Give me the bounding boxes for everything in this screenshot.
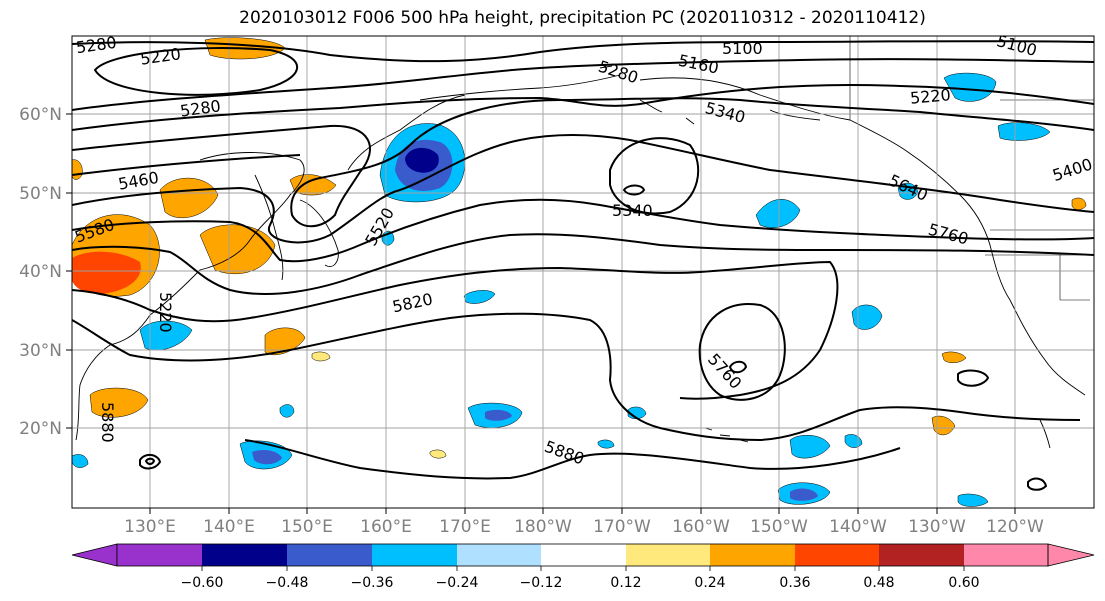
- lat-label: 30°N: [19, 341, 62, 361]
- colorbar-swatch: [202, 544, 287, 566]
- precip-neg-patch: [279, 404, 295, 418]
- lat-label: 50°N: [19, 184, 62, 204]
- contour-label: 5220: [909, 85, 951, 107]
- precip-pos-patch: [159, 177, 219, 219]
- precip-neg-patch: [72, 454, 89, 468]
- coastlines: [75, 65, 1086, 449]
- precip-pos-patch: [199, 224, 276, 274]
- height-contours: [72, 40, 1094, 491]
- colorbar-left-extension: [71, 543, 118, 567]
- colorbar-tick-label: −0.12: [520, 575, 563, 591]
- colorbar-tick-label: 0.60: [948, 575, 979, 591]
- borders: [849, 36, 1094, 301]
- colorbar-swatch: [541, 544, 626, 566]
- colorbar-tick-label: −0.48: [266, 575, 309, 591]
- lon-label: 130°E: [124, 517, 176, 537]
- lat-label: 20°N: [19, 419, 62, 439]
- colorbar-swatch: [795, 544, 879, 566]
- page-title: 2020103012 F006 500 hPa height, precipit…: [239, 8, 926, 28]
- colorbar-swatch: [117, 544, 202, 566]
- contour-label: 5280: [179, 96, 222, 120]
- lon-label: 120°W: [986, 517, 1044, 537]
- graticule: [72, 36, 1094, 508]
- lon-label: 140°E: [203, 517, 255, 537]
- colorbar-swatch: [710, 544, 795, 566]
- precip-neg-patch: [463, 290, 496, 304]
- latitude-labels: 60°N 50°N 40°N 30°N 20°N: [19, 105, 62, 439]
- precip-neg-patch: [851, 304, 883, 330]
- colorbar-tick-label: 0.36: [779, 575, 810, 591]
- contour-label: 5340: [703, 98, 747, 127]
- contour-label: 5160: [677, 51, 721, 78]
- precip-pos-patch: [931, 415, 956, 436]
- precip-neg-patch: [844, 434, 863, 448]
- precip-pos-patch: [72, 251, 141, 294]
- contour-label: 5100: [722, 39, 763, 58]
- precip-pos-patch: [264, 327, 306, 356]
- precip-neg-patch: [597, 439, 615, 449]
- colorbar-tick-label: −0.36: [351, 575, 394, 591]
- precip-patches: [72, 37, 1087, 507]
- colorbar-swatch: [457, 544, 541, 566]
- precip-pos-patch: [429, 449, 447, 459]
- lon-label: 160°E: [360, 517, 412, 537]
- lon-label: 180°W: [514, 517, 572, 537]
- lon-label: 150°W: [750, 517, 808, 537]
- lon-label: 150°E: [281, 517, 333, 537]
- lon-label: 170°E: [439, 517, 491, 537]
- contour-label: 5460: [117, 168, 160, 194]
- lon-label: 130°W: [908, 517, 966, 537]
- contour-label: 5820: [391, 289, 435, 316]
- contour-label: 5100: [995, 31, 1039, 60]
- precip-neg-patch: [789, 434, 831, 459]
- colorbar-swatch: [372, 544, 457, 566]
- precip-neg-patch: [943, 72, 997, 102]
- precip-pos-patch: [941, 351, 967, 363]
- precip-neg-patch: [755, 199, 801, 228]
- precip-pos-patch: [1071, 197, 1087, 210]
- lat-label: 40°N: [19, 262, 62, 282]
- contour-label: 5340: [612, 201, 653, 220]
- precip-neg-patch: [957, 493, 989, 507]
- contour-label: 5220: [139, 44, 182, 68]
- colorbar-right-extension: [1047, 543, 1095, 567]
- contour-label: 5640: [886, 171, 931, 205]
- colorbar-swatch: [287, 544, 372, 566]
- contour-label: 5400: [1050, 154, 1095, 185]
- contour-label: 5280: [75, 33, 118, 57]
- contour-label: 5220: [156, 292, 175, 333]
- precip-pos-patch: [311, 351, 331, 362]
- precip-neg-patch: [790, 488, 818, 501]
- tick-marks: [66, 113, 1016, 514]
- colorbar-swatch: [964, 544, 1048, 566]
- contour-label: 5880: [98, 402, 117, 443]
- colorbar-swatch: [879, 544, 964, 566]
- colorbar-tick-label: 0.24: [694, 575, 725, 591]
- colorbar-tick-label: −0.24: [436, 575, 479, 591]
- colorbar-tick-label: −0.60: [181, 575, 224, 591]
- colorbar-frame: [116, 543, 1049, 567]
- lon-label: 170°W: [593, 517, 651, 537]
- colorbar-swatch: [626, 544, 710, 566]
- contour-label: 5880: [542, 437, 587, 469]
- colorbar-tick-label: 0.48: [863, 575, 894, 591]
- lon-label: 160°W: [672, 517, 730, 537]
- lat-label: 60°N: [19, 105, 62, 125]
- precip-neg-patch: [997, 122, 1051, 141]
- precip-neg-patch: [485, 409, 512, 421]
- colorbar-tick-label: 0.12: [610, 575, 641, 591]
- precip-pos-patch: [72, 159, 83, 180]
- contour-label: 5280: [596, 57, 641, 88]
- precip-neg-patch: [405, 147, 439, 173]
- lon-label: 140°W: [829, 517, 887, 537]
- longitude-labels: 130°E 140°E 150°E 160°E 170°E 180°W 170°…: [124, 517, 1044, 537]
- map-frame: [71, 35, 1095, 509]
- contour-label: 5760: [926, 220, 970, 249]
- colorbar: −0.60 −0.48 −0.36 −0.24 −0.12 0.12 0.24 …: [71, 543, 1095, 591]
- precip-pos-patch: [89, 387, 149, 418]
- precip-neg-patch: [252, 450, 282, 465]
